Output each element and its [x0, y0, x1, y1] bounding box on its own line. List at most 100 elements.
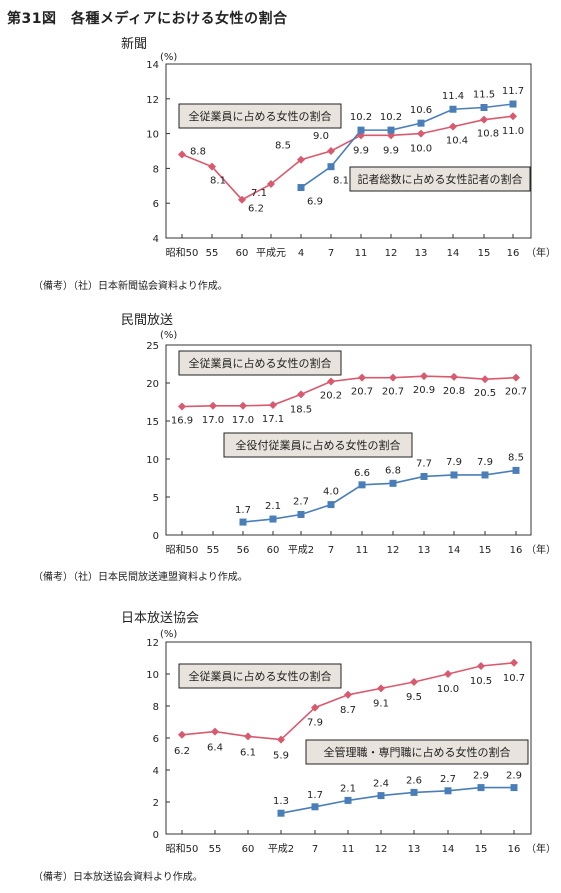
data-label: 6.9 [307, 197, 323, 208]
data-label: 8.7 [340, 705, 356, 716]
data-point [420, 372, 428, 381]
plot-frame [165, 344, 532, 536]
legend-box-female-managers-specialists [305, 739, 529, 765]
y-tick-label: 4 [153, 234, 159, 245]
data-point [377, 792, 385, 800]
chart-nhk: 日本放送協会 (%) 0 2 4 6 8 10 12 昭和50 55 60 平成2 7 11 12 13 14 15… [121, 611, 556, 855]
y-tick-label: 25 [146, 341, 159, 352]
data-point [450, 471, 458, 479]
x-tick-label: 60 [242, 844, 255, 855]
data-point [327, 147, 335, 155]
data-label: 17.1 [262, 414, 284, 425]
data-point [297, 184, 305, 192]
data-point [449, 122, 457, 131]
x-tick-label: 7 [312, 844, 318, 855]
x-tick-label: 13 [418, 545, 431, 556]
data-point [269, 515, 277, 523]
x-tick-label: 14 [448, 545, 461, 556]
data-label: 11.4 [442, 91, 464, 102]
data-label: 17.0 [202, 415, 224, 426]
y-tick-label: 12 [146, 95, 159, 106]
data-label: 20.2 [320, 390, 342, 401]
data-point [410, 788, 418, 796]
chart-panel-private-broadcasting: 民間放送 (%) 0 5 10 15 20 25 昭和50 55 56 60 平成2 7 11 12 13 14 1… [0, 308, 561, 588]
x-tick-label: 55 [206, 248, 219, 259]
x-tick-label: 14 [447, 248, 460, 259]
data-label: 4.0 [323, 487, 339, 498]
x-tick-label: 60 [267, 545, 280, 556]
x-tick-label: 7 [328, 545, 334, 556]
data-point [389, 479, 397, 487]
data-label: 11.0 [502, 126, 524, 137]
data-label: 7.9 [477, 457, 493, 468]
legend-label: 全役付従業員に占める女性の割合 [236, 438, 401, 452]
data-point [358, 481, 366, 489]
data-label: 6.2 [174, 746, 190, 757]
data-point [297, 155, 305, 164]
data-label: 20.8 [443, 386, 465, 397]
data-point [277, 735, 285, 744]
data-point [269, 401, 277, 410]
data-label: 9.9 [383, 145, 399, 156]
data-label: 18.5 [290, 404, 312, 415]
data-label: 6.4 [207, 743, 223, 754]
data-label: 9.1 [373, 698, 389, 709]
data-point [327, 163, 335, 171]
data-point [387, 126, 395, 134]
data-point [480, 115, 488, 124]
legend-label: 全従業員に占める女性の割合 [189, 109, 332, 123]
data-point [238, 195, 246, 204]
x-axis-unit-label: （年） [526, 543, 556, 556]
y-unit-label: (%) [160, 629, 177, 640]
y-tick-label: 6 [153, 199, 159, 210]
legend-label: 全従業員に占める女性の割合 [189, 356, 332, 370]
data-label: 10.2 [350, 112, 372, 123]
data-point [509, 100, 517, 108]
data-label: 9.5 [406, 692, 422, 703]
legend-label: 全従業員に占める女性の割合 [189, 669, 332, 683]
data-point [510, 784, 518, 792]
data-point [311, 703, 319, 712]
data-label: 2.9 [473, 771, 489, 782]
data-point [297, 510, 305, 518]
data-label: 6.8 [385, 465, 401, 476]
data-label: 7.1 [251, 188, 267, 199]
y-tick-label: 0 [153, 531, 159, 542]
x-tick-label: 16 [507, 248, 520, 259]
y-unit-label: (%) [160, 330, 177, 341]
data-label: 20.7 [505, 387, 527, 398]
x-tick-label: 昭和50 [166, 843, 199, 855]
legend-label: 全管理職・専門職に占める女性の割合 [324, 745, 511, 759]
data-point [481, 471, 489, 479]
data-label: 9.0 [313, 131, 329, 142]
data-label: 10.0 [410, 144, 432, 155]
y-tick-label: 2 [153, 798, 159, 809]
data-point [267, 180, 275, 189]
x-tick-label: 12 [387, 545, 400, 556]
data-point [509, 112, 517, 121]
series-line [242, 469, 517, 523]
data-label: 8.1 [210, 176, 226, 187]
data-point [417, 129, 425, 138]
data-label: 2.1 [340, 783, 356, 794]
figure-title: 第31図 各種メディアにおける女性の割合 [7, 11, 288, 27]
chart-newspaper: 新聞 (%) 4 6 8 10 12 14 昭和50 55 60 平成元 4 7 11 12 13 14 15 16 （… [121, 36, 556, 259]
data-point [481, 375, 489, 384]
legend-box-all-employees [178, 663, 342, 689]
data-label: 7.9 [446, 457, 462, 468]
legend-label: 記者総数に占める女性記者の割合 [358, 172, 523, 186]
data-point [389, 373, 397, 382]
y-tick-label: 10 [146, 455, 159, 466]
data-point [327, 377, 335, 386]
data-point [377, 684, 385, 693]
data-point [410, 678, 418, 686]
y-tick-label: 15 [146, 417, 159, 428]
x-tick-label: 平成2 [268, 843, 294, 855]
data-label: 8.1 [333, 176, 349, 187]
data-label: 7.9 [307, 718, 323, 729]
x-tick-label: 平成元 [256, 247, 286, 259]
data-point [480, 104, 488, 111]
data-point [510, 658, 518, 667]
data-label: 8.5 [508, 452, 524, 463]
